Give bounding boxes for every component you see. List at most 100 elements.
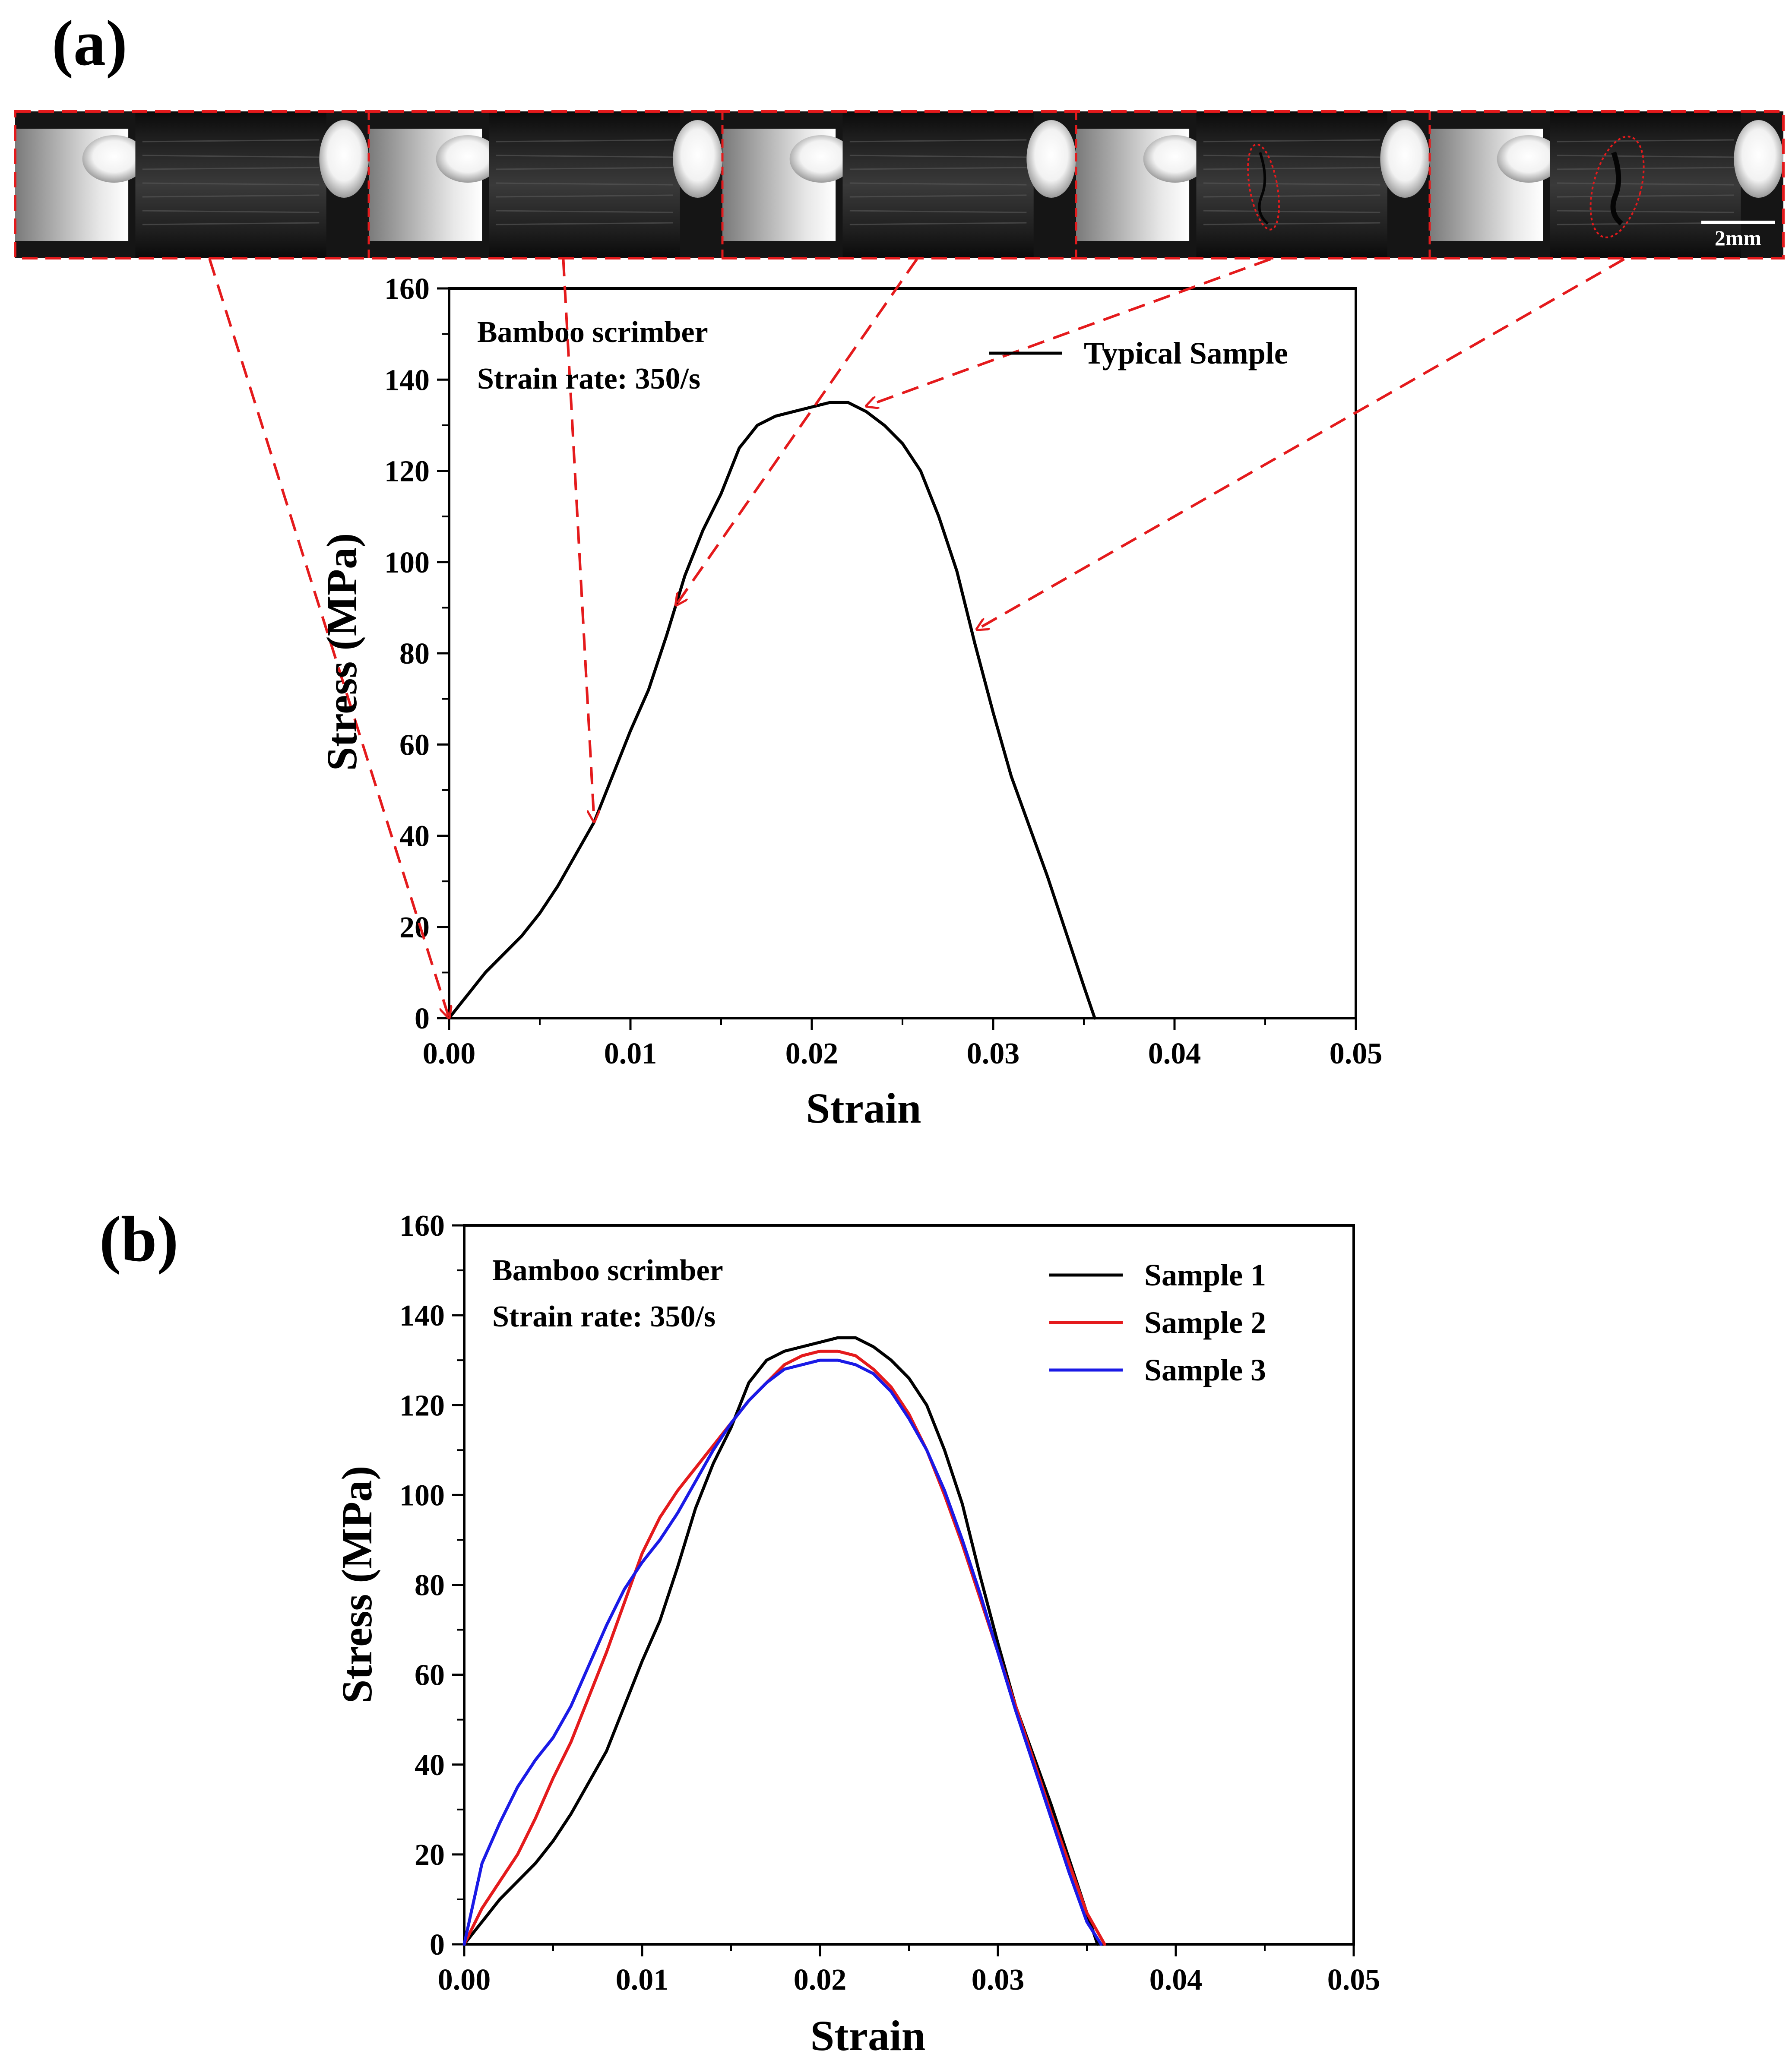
legend-label-1: Sample 1 xyxy=(1144,1258,1266,1292)
frame-arrow-4 xyxy=(866,258,1271,406)
specimen-fiber xyxy=(142,210,320,213)
crack-mark xyxy=(1258,152,1269,225)
specimen-fiber xyxy=(849,210,1027,213)
x-tick-label: 0.05 xyxy=(1330,1037,1383,1070)
series-line-3 xyxy=(462,1358,1103,1946)
specimen-fiber xyxy=(142,139,320,142)
x-tick-label: 0.03 xyxy=(967,1037,1020,1070)
chart-b-annotation-line2: Strain rate: 350/s xyxy=(492,1300,716,1333)
camera-frame-5 xyxy=(1428,111,1783,258)
y-tick-label: 60 xyxy=(399,728,430,762)
specimen-fiber xyxy=(1557,167,1734,170)
chart-a-annotation-line1: Bamboo scrimber xyxy=(477,316,708,349)
x-tick-label: 0.01 xyxy=(616,1963,669,1997)
specimen-fiber xyxy=(1203,210,1380,213)
specimen-fiber xyxy=(849,182,1027,186)
x-tick-label: 0.04 xyxy=(1149,1963,1203,1997)
panel-a-label: (a) xyxy=(52,7,127,79)
specimen-fiber xyxy=(1557,155,1734,158)
y-tick-label: 160 xyxy=(384,272,430,306)
chart-a-arrows xyxy=(208,258,1625,1018)
specimen-fiber xyxy=(1557,210,1734,213)
frame-arrow-2 xyxy=(562,259,594,822)
y-tick-label: 140 xyxy=(384,364,430,397)
crack-highlight-ellipse xyxy=(1589,136,1645,238)
frame-strip-border xyxy=(14,110,1785,259)
chart-a-x-axis-label: Strain xyxy=(806,1084,921,1132)
y-tick-label: 20 xyxy=(415,1839,445,1872)
x-tick-label: 0.01 xyxy=(604,1037,657,1070)
x-tick-label: 0.00 xyxy=(438,1963,491,1997)
scale-bar: 2mm xyxy=(1701,221,1775,250)
bar-reflection-right xyxy=(319,120,369,198)
chart-a-lines xyxy=(447,401,1096,1020)
y-tick-label: 40 xyxy=(415,1749,445,1782)
crack-highlight-ellipse xyxy=(1247,143,1280,231)
specimen-fiber xyxy=(1203,167,1380,170)
x-tick-label: 0.05 xyxy=(1327,1963,1380,1997)
specimen-fiber xyxy=(1557,194,1734,198)
specimen-fiber xyxy=(142,182,320,186)
specimen-fiber xyxy=(142,222,320,225)
y-tick-label: 100 xyxy=(384,546,430,579)
y-tick-label: 120 xyxy=(399,1389,445,1422)
bar-reflection-right xyxy=(1734,120,1783,198)
camera-frame-1 xyxy=(15,111,369,258)
series-line-1 xyxy=(462,1336,1099,1946)
bar-reflection-right xyxy=(1380,120,1430,198)
chart-b-x-axis-label: Strain xyxy=(811,2012,926,2057)
legend-label-1: Typical Sample xyxy=(1084,336,1288,370)
x-tick-label: 0.03 xyxy=(972,1963,1025,1997)
frame-arrow-5 xyxy=(977,258,1625,630)
y-tick-label: 160 xyxy=(399,1209,445,1243)
specimen-fiber xyxy=(849,139,1027,142)
specimen-fiber xyxy=(142,167,320,170)
chart-a-annotation-line2: Strain rate: 350/s xyxy=(477,362,700,396)
x-tick-label: 0.02 xyxy=(794,1963,847,1997)
chart-b-legend: Sample 1 Sample 2 Sample 3 xyxy=(1049,1258,1266,1387)
chart-a-plot-frame xyxy=(448,287,1357,1019)
y-tick-label: 40 xyxy=(399,820,430,853)
specimen-fiber xyxy=(496,194,673,198)
y-tick-label: 120 xyxy=(384,455,430,488)
specimen-fiber xyxy=(849,167,1027,170)
bar-reflection-left xyxy=(1497,135,1561,183)
specimen-fiber xyxy=(496,155,673,158)
chart-a-ticks: 0.00 0.01 0.02 0.03 0.04 0.05 0 20 40 60 80 100 120 1… xyxy=(384,272,1382,1070)
scale-bar-label: 2mm xyxy=(1715,226,1761,250)
specimen-fiber xyxy=(1203,139,1380,142)
bar-reflection-left xyxy=(82,135,146,183)
y-tick-label: 0 xyxy=(430,1928,445,1962)
specimen-fiber xyxy=(496,139,673,142)
chart-b-ticks: 0.00 0.01 0.02 0.03 0.04 0.05 0 20 40 60 80 100 120 1… xyxy=(399,1209,1380,1997)
chart-a: 0.00 0.01 0.02 0.03 0.04 0.05 0 20 40 60 80 100 120 1… xyxy=(208,258,1625,1132)
frame-arrow-3 xyxy=(676,258,918,605)
specimen-fiber xyxy=(1557,139,1734,142)
specimen-fiber xyxy=(496,167,673,170)
legend-label-3: Sample 3 xyxy=(1144,1353,1266,1387)
series-line-2 xyxy=(462,1349,1106,1946)
specimen-fiber xyxy=(496,182,673,186)
specimen-fiber xyxy=(849,194,1027,198)
camera-frame-2 xyxy=(367,111,723,258)
bar-reflection-right xyxy=(1026,120,1076,198)
camera-frame-4 xyxy=(1075,111,1430,258)
specimen-fiber xyxy=(496,210,673,213)
panel-b-label: (b) xyxy=(99,1203,178,1275)
crack-mark xyxy=(1610,152,1624,226)
specimen-fiber xyxy=(1203,182,1380,186)
specimen-fiber xyxy=(142,155,320,158)
chart-b-y-axis-label: Stress (MPa) xyxy=(333,1466,381,1704)
specimen-fiber xyxy=(1557,182,1734,186)
y-tick-label: 100 xyxy=(399,1479,445,1512)
specimen-fiber xyxy=(1203,194,1380,198)
y-tick-label: 140 xyxy=(399,1299,445,1332)
specimen-fiber xyxy=(496,222,673,225)
bar-reflection-right xyxy=(673,120,723,198)
legend-label-2: Sample 2 xyxy=(1144,1305,1266,1340)
chart-b-annotation-line1: Bamboo scrimber xyxy=(492,1254,723,1287)
frame-strip xyxy=(14,110,1785,259)
chart-a-y-axis-label: Stress (MPa) xyxy=(318,533,366,771)
x-tick-label: 0.00 xyxy=(423,1037,476,1070)
